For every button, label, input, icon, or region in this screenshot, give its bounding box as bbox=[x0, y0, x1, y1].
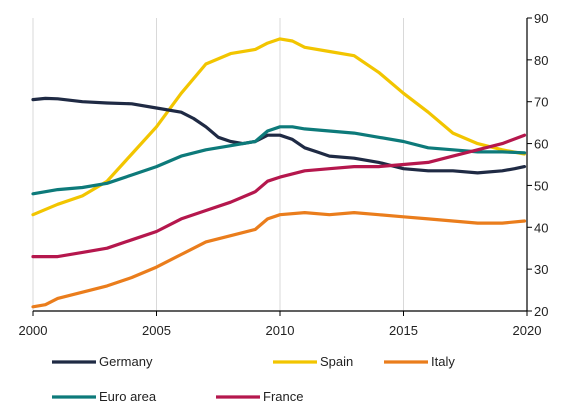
legend-label-spain: Spain bbox=[320, 354, 353, 369]
series-line-italy bbox=[31, 211, 527, 309]
y-tick-label: 80 bbox=[534, 53, 548, 68]
y-tick-label: 60 bbox=[534, 137, 548, 152]
legend-label-euro-area: Euro area bbox=[99, 389, 157, 404]
y-tick-label: 90 bbox=[534, 11, 548, 26]
x-tick-label: 2010 bbox=[266, 323, 295, 338]
x-tick-label: 2015 bbox=[389, 323, 418, 338]
legend-label-italy: Italy bbox=[431, 354, 455, 369]
y-tick-label: 50 bbox=[534, 178, 548, 193]
y-tick-label: 40 bbox=[534, 220, 548, 235]
legend: Germany Spain Italy Euro area France bbox=[52, 354, 455, 404]
y-tick-label: 70 bbox=[534, 95, 548, 110]
x-tick-label: 2005 bbox=[142, 323, 171, 338]
series-line-germany bbox=[31, 96, 527, 175]
legend-label-france: France bbox=[263, 389, 303, 404]
y-tick-label: 30 bbox=[534, 262, 548, 277]
series-line-spain bbox=[31, 37, 527, 217]
x-tick-label: 2020 bbox=[513, 323, 542, 338]
legend-label-germany: Germany bbox=[99, 354, 153, 369]
series-layer bbox=[31, 37, 527, 309]
y-tick-label: 20 bbox=[534, 304, 548, 319]
grid-layer bbox=[32, 18, 528, 311]
x-tick-label: 2000 bbox=[19, 323, 48, 338]
series-line-france bbox=[31, 133, 527, 259]
series-line-euro-area bbox=[31, 125, 527, 196]
